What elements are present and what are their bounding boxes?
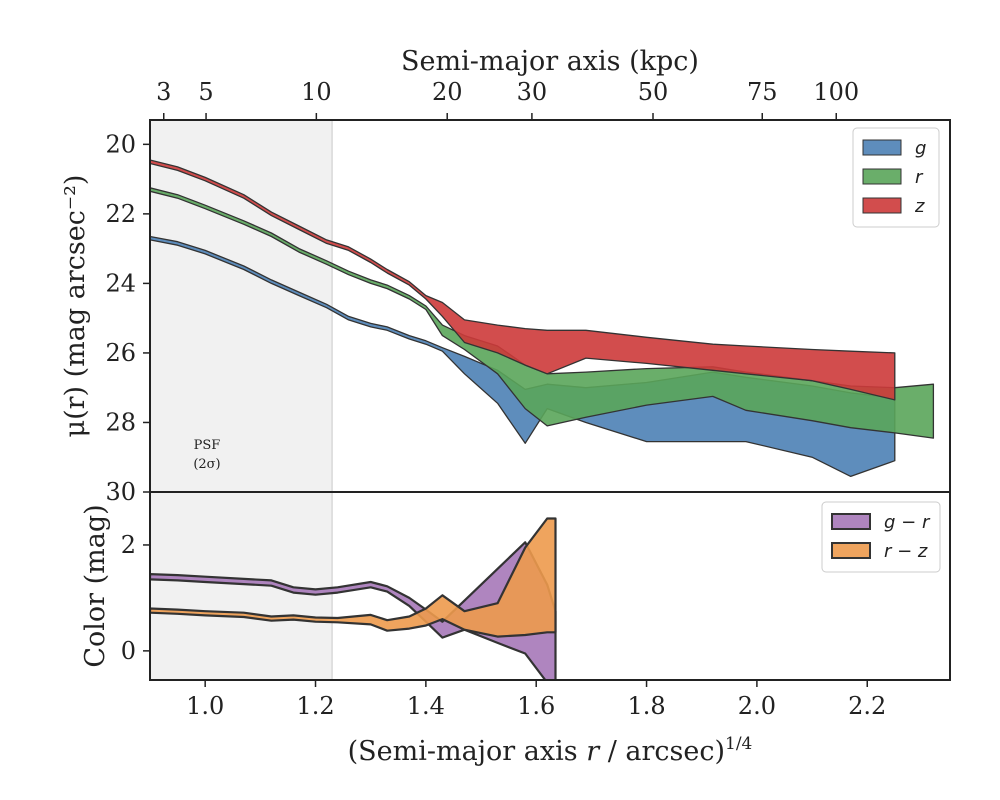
y-tick-label: 22	[105, 200, 136, 228]
x-tick-label: 1.8	[627, 692, 665, 720]
y-tick-label: 28	[105, 408, 136, 436]
x-tick-label: 1.0	[186, 692, 224, 720]
x-tick-label: 1.4	[407, 692, 445, 720]
y-tick-label: 26	[105, 339, 136, 367]
sb-legend-swatch	[862, 197, 902, 214]
top-tick-label: 50	[638, 78, 669, 106]
x-tick-label: 2.2	[848, 692, 886, 720]
top-tick-label: 20	[432, 78, 463, 106]
y-tick-label: 20	[105, 130, 136, 158]
x-tick-label: 2.0	[738, 692, 776, 720]
x-axis-label: (Semi-major axis r / arcsec)1/4	[348, 734, 753, 767]
y-tick-label: 24	[105, 269, 136, 297]
color-y-tick-label: 0	[121, 637, 136, 665]
top-tick-label: 5	[198, 78, 213, 106]
sb-legend-swatch	[862, 139, 902, 156]
top-tick-label: 100	[813, 78, 859, 106]
top-tick-label: 10	[301, 78, 332, 106]
color-legend-swatch	[831, 513, 871, 530]
color-y-axis-label: Color (mag)	[80, 504, 111, 667]
sb-band-g	[150, 235, 896, 478]
color-legend-label: r − z	[884, 541, 928, 562]
color-band-rz	[150, 517, 557, 638]
top-tick-label: 30	[517, 78, 548, 106]
bottom-panel-frame	[149, 491, 951, 681]
top-axis-label: Semi-major axis (kpc)	[401, 46, 699, 77]
y-tick-label: 30	[105, 478, 136, 506]
x-tick-label: 1.2	[296, 692, 334, 720]
psf-annotation-line1: PSF	[194, 438, 221, 453]
sb-band-z	[150, 159, 896, 401]
sb-legend-swatch	[862, 168, 902, 185]
y-axis-label: μ(r) (mag arcsec⁻²)	[60, 175, 91, 438]
top-tick-label: 3	[156, 78, 171, 106]
psf-shaded-region	[150, 120, 333, 680]
color-y-tick-label: 2	[121, 531, 136, 559]
x-tick-label: 1.6	[517, 692, 555, 720]
color-legend-label: g − r	[884, 512, 931, 533]
sb-legend-label: r	[915, 167, 924, 188]
color-legend-swatch	[831, 542, 871, 559]
sb-legend-label: g	[915, 138, 926, 159]
psf-annotation-line2: (2σ)	[193, 457, 220, 472]
sb-band-r	[150, 187, 935, 439]
top-tick-label: 75	[747, 78, 778, 106]
sb-legend-label: z	[914, 196, 925, 217]
